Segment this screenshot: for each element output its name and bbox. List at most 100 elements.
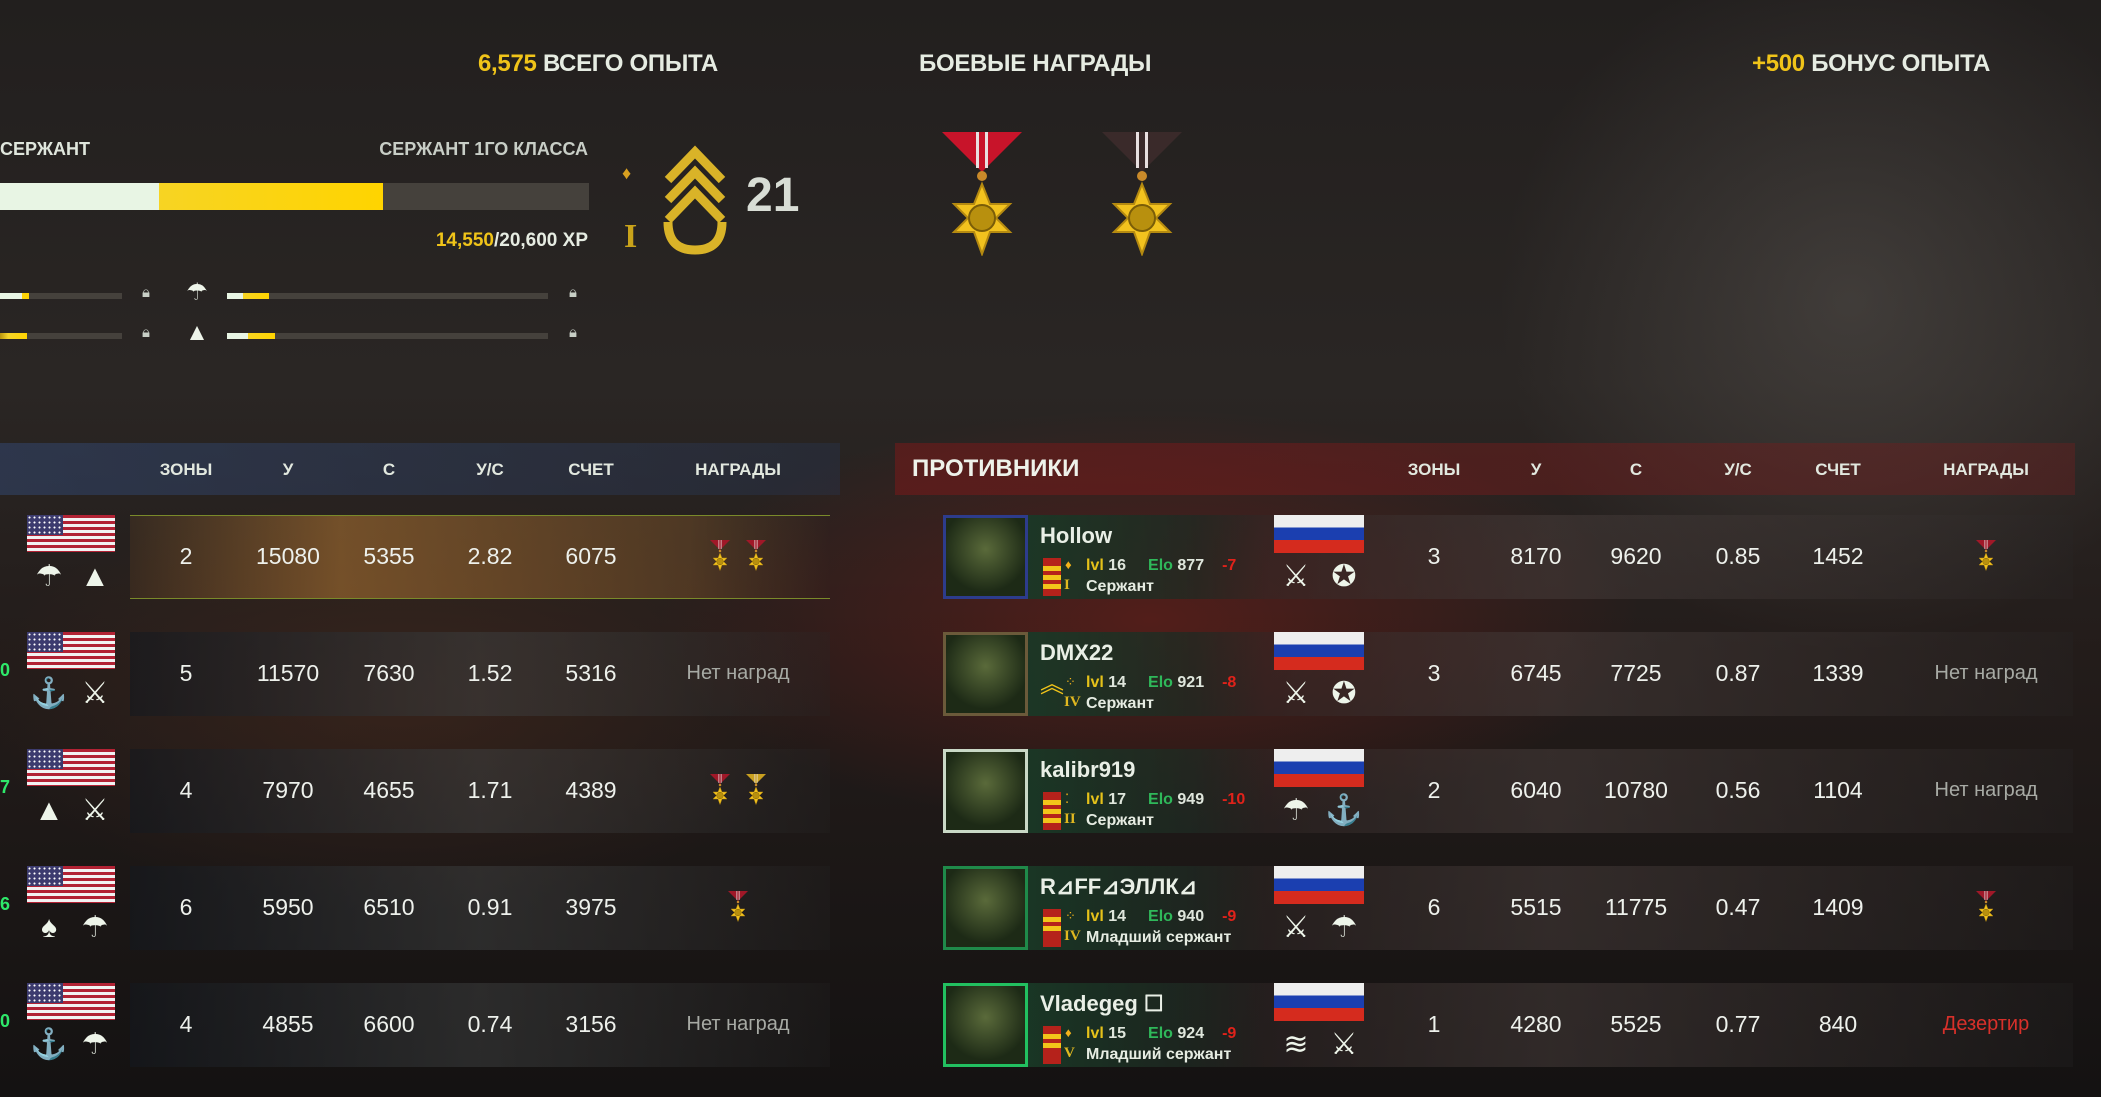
player-rank: Сержант (1086, 695, 1154, 712)
ally-row[interactable] (130, 749, 830, 833)
player-edge-fragment: 6 (0, 894, 11, 914)
player-avatar[interactable] (943, 866, 1028, 950)
bar-gold-fill (227, 293, 269, 299)
awards-text: Нет наград (686, 1013, 790, 1035)
russia-flag-icon (1274, 866, 1364, 904)
medal-icon (746, 540, 766, 572)
level-label: lvl (1086, 674, 1104, 691)
bar-gold-fill (0, 333, 27, 339)
stat-score: 5316 (565, 660, 617, 686)
stat-zones: 1 (1427, 1011, 1441, 1037)
rank-numeral: V (1064, 1045, 1075, 1061)
award-medal-icon[interactable] (710, 540, 730, 576)
column-header[interactable]: СЧЕТ (568, 460, 614, 479)
ally-row[interactable] (130, 983, 830, 1067)
column-header[interactable]: СЧЕТ (1815, 460, 1861, 479)
rank-pip-icon: ⁚ (1065, 791, 1070, 806)
artillery-badge-icon: ▲ (185, 319, 209, 346)
stat-kd: 0.85 (1715, 543, 1761, 569)
player-rank: Сержант (1086, 812, 1154, 829)
stat-score: 1339 (1812, 660, 1864, 686)
elo-value: 921 (1177, 674, 1205, 691)
motor-rifle-badge-icon: ⚔ (1282, 560, 1310, 593)
ally-row[interactable] (130, 866, 830, 950)
player-avatar[interactable] (943, 515, 1028, 599)
player-avatar[interactable] (943, 749, 1028, 833)
tank-award-icon[interactable] (746, 774, 766, 810)
airborne-badge-icon: ☂ (1282, 794, 1310, 827)
award-medal-icon[interactable] (1976, 891, 1996, 927)
player-name[interactable]: Hollow (1040, 523, 1113, 548)
player-name[interactable]: R⊿FF⊿ЭЛЛК⊿ (1040, 874, 1198, 899)
artillery-badge-icon: ▲ (34, 794, 64, 827)
award-medal-icon[interactable] (1976, 540, 1996, 576)
column-header[interactable]: У (1530, 460, 1542, 479)
bonus-xp: +500 БОНУС ОПЫТА (1752, 50, 1990, 78)
bar-white-fill (227, 333, 248, 339)
stat-score: 6075 (565, 543, 617, 569)
russia-flag-icon (1274, 983, 1364, 1021)
player-name[interactable]: Vladegeg ☐ (1040, 991, 1164, 1016)
rank-progress-bar (0, 183, 589, 210)
stat-zones: 3 (1427, 660, 1441, 686)
award-medal-icon[interactable] (746, 540, 766, 576)
player-name[interactable]: kalibr919 (1040, 757, 1136, 782)
paratrooper-badge-icon: ☂ (81, 911, 109, 944)
bonus-xp-value: +500 (1752, 50, 1805, 77)
paratrooper-badge-icon: ☂ (81, 1028, 109, 1061)
rank-pip-icon: ⁘ (1065, 908, 1076, 923)
column-header[interactable]: У/С (476, 460, 504, 479)
stat-kills: 6040 (1510, 777, 1562, 803)
combat-award-medal[interactable] (942, 132, 1022, 261)
stat-zones: 2 (1427, 777, 1441, 803)
stat-kills: 8170 (1510, 543, 1562, 569)
player-avatar[interactable] (943, 632, 1028, 716)
column-header[interactable]: НАГРАДЫ (695, 460, 781, 479)
level-value: 15 (1108, 1025, 1127, 1042)
stat-zones: 4 (179, 1011, 193, 1037)
column-header[interactable]: ЗОНЫ (159, 460, 213, 479)
tank-badge-icon: ✪ (1331, 677, 1357, 710)
medal-icon (1976, 540, 1996, 572)
stat-score: 1409 (1812, 894, 1864, 920)
elo-label: Elo (1148, 908, 1173, 925)
elo-delta: -10 (1222, 791, 1246, 808)
player-card[interactable]: R⊿FF⊿ЭЛЛК⊿ ⁘ IV lvl 14 Elo 940 -9 Младший серж… (1028, 866, 1266, 950)
stat-deaths: 5355 (363, 543, 415, 569)
ally-row[interactable] (130, 515, 830, 599)
column-header[interactable]: С (1629, 460, 1643, 479)
stat-score: 840 (1818, 1011, 1858, 1037)
player-stats-line: lvl 15 Elo 924 -9 (1086, 1025, 1236, 1043)
branch-progress-bar-right (227, 293, 548, 299)
stat-score: 1104 (1813, 777, 1863, 803)
column-header[interactable]: С (382, 460, 396, 479)
player-stats-line: lvl 16 Elo 877 -7 (1086, 557, 1236, 575)
ally-row-cells: 2 15080 5355 2.82 6075 ☂ ▲ (0, 515, 840, 599)
column-header[interactable]: У/С (1724, 460, 1752, 479)
rank-shoulder-strap-icon (1043, 1026, 1061, 1064)
stat-zones: 3 (1427, 543, 1441, 569)
rank-numeral: I (624, 218, 638, 255)
stat-deaths: 11775 (1604, 894, 1668, 920)
player-rank: Младший сержант (1086, 929, 1232, 946)
player-stats-line: lvl 14 Elo 921 -8 (1086, 674, 1236, 692)
player-card[interactable]: DMX22 ︽ ⁘ IV lvl 14 Elo 921 -8 Сержант (1028, 632, 1266, 716)
player-avatar[interactable] (943, 983, 1028, 1067)
rank-pip-icon: ♦ (1065, 557, 1072, 572)
elo-delta: -7 (1222, 557, 1237, 574)
column-header[interactable]: НАГРАДЫ (1943, 460, 2029, 479)
ally-row[interactable] (130, 632, 830, 716)
award-medal-icon[interactable] (728, 891, 748, 927)
lock-icon: 🔒︎ (569, 284, 577, 301)
stat-deaths: 4655 (363, 777, 415, 803)
column-header[interactable]: ЗОНЫ (1407, 460, 1461, 479)
marines-badge-icon: ⚓ (30, 1028, 68, 1061)
column-header[interactable]: У (282, 460, 294, 479)
player-card[interactable]: kalibr919 ⁚ II lvl 17 Elo 949 -10 Сержант (1028, 749, 1266, 833)
combat-award-medal[interactable] (1102, 132, 1182, 261)
total-xp-value: 6,575 (478, 50, 537, 77)
player-name[interactable]: DMX22 (1040, 640, 1114, 665)
award-medal-icon[interactable] (710, 774, 730, 810)
